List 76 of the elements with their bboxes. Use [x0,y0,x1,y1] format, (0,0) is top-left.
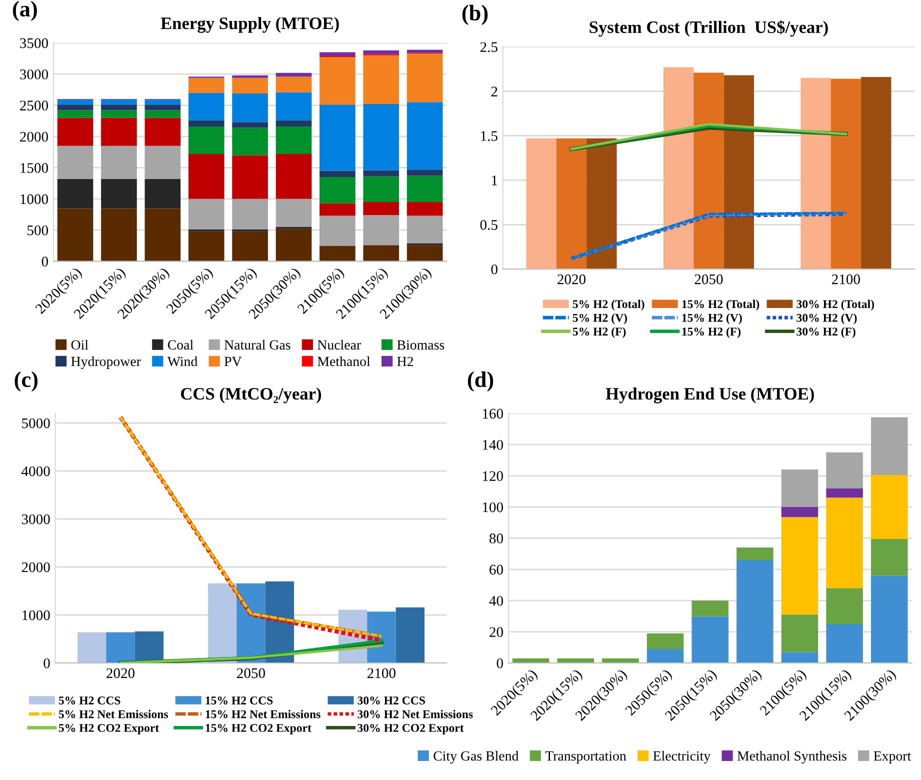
legend-label: 30% H2 Net Emissions [358,710,473,718]
y-tick-label: 2.5 [480,42,498,52]
y-tick-label: 2000 [22,562,50,572]
legend-label: Natural Gas [224,340,290,350]
x-tick-label: 2100 [368,668,396,678]
legend-label: 30% H2 (F) [796,327,856,338]
x-tick-label: 2020 [106,668,135,678]
y-tick-label: 2000 [20,132,48,142]
y-tick-label: 5000 [22,418,50,428]
y-tick-label: 100 [482,502,503,512]
y-tick-label: 0 [496,658,503,668]
legend-label: 15% H2 Net Emissions [206,710,320,718]
x-tick-label: 2050 [237,668,265,678]
legend-label: 15% H2 (F) [682,327,741,338]
y-tick-label: 1 [492,176,498,186]
legend-label: H2 [397,356,413,366]
legend-label: Electricity [653,750,711,764]
legend-label: Transportation [545,751,626,764]
text: (d) [468,371,494,392]
legend-label: 5% H2 CO2 Export [58,724,160,734]
y-tick-label: 160 [482,408,503,419]
legend-label: 5% H2 Net Emissions [58,710,168,718]
legend-label: 30% H2 (Total) [796,300,874,311]
text: (b) [462,4,488,25]
legend-label: Nuclear [318,340,361,350]
legend-label: Wind [167,356,198,366]
y-tick-label: 1500 [20,163,48,173]
y-tick-label: 1000 [20,194,48,204]
y-tick-label: 1000 [22,610,50,620]
y-tick-label: 4000 [22,466,50,476]
legend-label: 30% H2 (V) [796,314,857,324]
legend-label: Export [874,751,912,764]
y-tick-label: 2 [491,86,498,96]
legend-label: 30% H2 CO2 Export [358,724,464,734]
chart-title: Energy Supply (MTOE) [160,16,339,33]
y-tick-label: 120 [482,471,503,482]
text: (a) [12,0,37,22]
chart-title: CCS (MtCO₂/year) [181,387,322,404]
y-tick-label: 1.5 [481,131,498,141]
legend-label: Methanol Synthesis [737,750,846,764]
y-tick-label: 0 [491,264,498,274]
y-tick-label: 0 [42,256,48,267]
legend-label: Coal [168,340,194,350]
legend-label: 5% H2 (Total) [572,300,644,311]
legend-label: 5% H2 (F) [572,327,626,338]
legend-label: Oil [71,340,88,350]
y-tick-label: 40 [489,596,503,606]
legend-label: City Gas Blend [434,750,519,764]
legend-label: Methanol [318,356,370,366]
x-tick-label: 2020 [558,274,586,284]
legend-label: 15% H2 CCS [206,696,273,705]
x-tick-label: 2050 [694,274,723,284]
legend-label: PV [224,356,242,366]
x-tick-label: 2100 [832,274,860,284]
y-tick-label: 3000 [20,69,48,80]
y-tick-label: 3000 [22,514,50,524]
legend-label: 15% H2 (Total) [682,300,760,311]
legend-label: 15% H2 (V) [682,314,742,324]
y-tick-label: 3500 [20,38,48,48]
legend-label: 15% H2 CO2 Export [206,724,312,734]
y-tick-label: 20 [490,627,503,638]
legend-label: 5% H2 CCS [58,696,120,705]
legend-label: 5% H2 (V) [572,314,627,324]
y-tick-label: 2500 [20,100,48,111]
y-tick-label: 80 [490,534,503,544]
y-tick-label: 0.5 [480,220,498,230]
legend-label: 30% H2 CCS [358,696,425,705]
y-tick-label: 500 [28,225,48,236]
legend-label: Biomass [397,340,444,350]
chart-title: System Cost (Trillion US$/year) [590,20,828,37]
chart-title: Hydrogen End Use (MTOE) [606,387,814,404]
y-tick-label: 0 [44,658,50,668]
y-tick-label: 60 [490,564,503,575]
y-tick-label: 140 [482,440,503,450]
text: (c) [14,371,38,392]
legend-label: Hydropower [71,356,141,370]
